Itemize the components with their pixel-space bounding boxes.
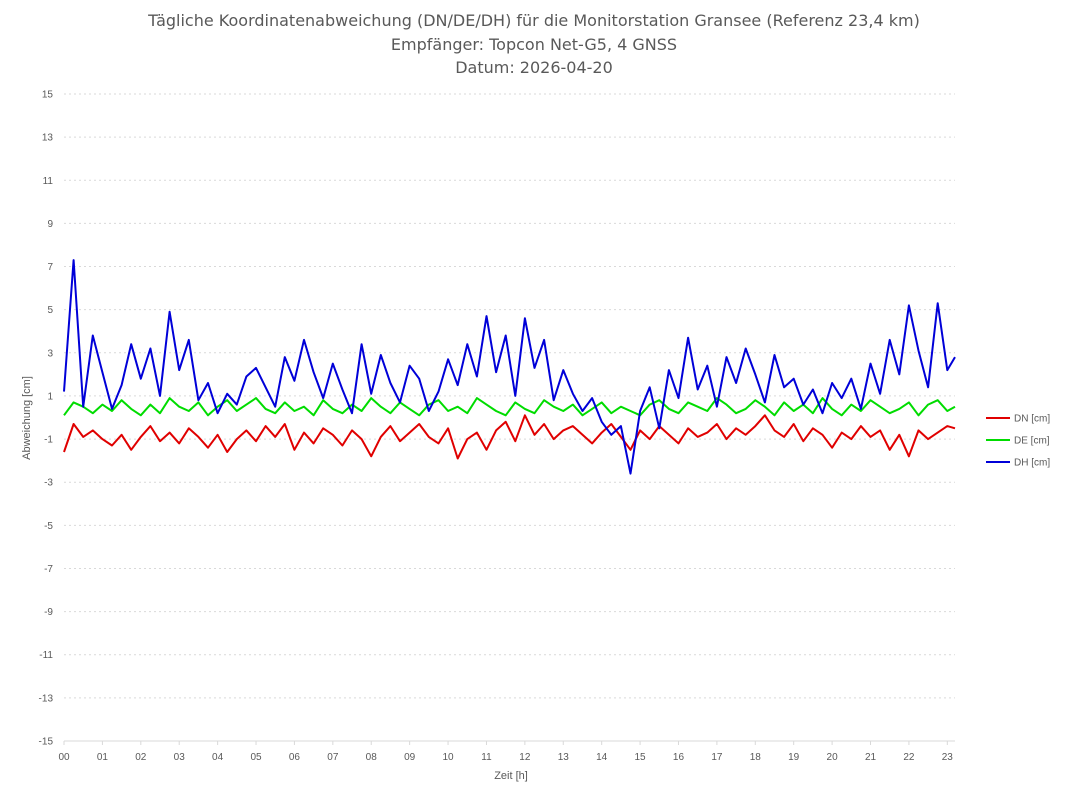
y-tick-label: 13 bbox=[42, 133, 54, 144]
y-tick-label: 5 bbox=[47, 305, 53, 316]
x-tick-label: 11 bbox=[481, 752, 492, 763]
x-tick-label: 02 bbox=[135, 752, 147, 763]
x-tick-label: 22 bbox=[903, 752, 915, 763]
y-tick-label: -9 bbox=[44, 607, 53, 618]
series-line bbox=[63, 414, 956, 460]
y-tick-label: -15 bbox=[39, 737, 54, 748]
x-tick-label: 04 bbox=[212, 752, 224, 763]
x-tick-label: 13 bbox=[558, 752, 570, 763]
chart-date: Datum: 2026-04-20 bbox=[455, 58, 613, 77]
legend: DN [cm] DE [cm] DH [cm] bbox=[986, 414, 1050, 469]
y-tick-label: -1 bbox=[44, 435, 53, 446]
x-axis-title: Zeit [h] bbox=[494, 770, 528, 782]
y-tick-label: -5 bbox=[44, 521, 53, 532]
x-tick-label: 01 bbox=[97, 752, 109, 763]
x-tick-label: 05 bbox=[250, 752, 262, 763]
y-axis: 15 13 11 9 7 5 3 1 -1 -3 -5 -7 -9 -11 -13 -15 bbox=[39, 90, 54, 748]
x-tick-label: 14 bbox=[596, 752, 608, 763]
y-tick-label: -3 bbox=[44, 478, 53, 489]
x-tick-label: 00 bbox=[58, 752, 70, 763]
series-lines bbox=[63, 259, 956, 475]
legend-label: DN [cm] bbox=[1014, 414, 1050, 425]
y-tick-label: 1 bbox=[47, 391, 53, 402]
x-tick-label: 17 bbox=[711, 752, 723, 763]
series-line bbox=[63, 259, 956, 475]
x-tick-label: 16 bbox=[673, 752, 685, 763]
x-tick-label: 23 bbox=[942, 752, 954, 763]
y-tick-label: -11 bbox=[39, 650, 53, 661]
x-tick-label: 03 bbox=[174, 752, 186, 763]
y-tick-label: 15 bbox=[42, 90, 54, 101]
y-tick-label: 3 bbox=[47, 348, 53, 359]
grid-lines bbox=[64, 93, 955, 742]
y-tick-label: -13 bbox=[39, 693, 54, 704]
x-tick-label: 19 bbox=[788, 752, 800, 763]
x-tick-label: 18 bbox=[750, 752, 762, 763]
x-tick-label: 07 bbox=[327, 752, 339, 763]
y-tick-label: 7 bbox=[47, 262, 53, 273]
chart-subtitle: Empfänger: Topcon Net-G5, 4 GNSS bbox=[390, 35, 678, 54]
legend-label: DE [cm] bbox=[1014, 436, 1050, 447]
y-tick-label: 11 bbox=[43, 176, 54, 187]
y-tick-label: 9 bbox=[47, 219, 53, 230]
x-tick-label: 08 bbox=[366, 752, 378, 763]
x-tick-label: 20 bbox=[827, 752, 839, 763]
x-axis: 00 01 02 03 04 05 06 07 08 09 10 11 12 13 14 15 16 17 18 19… bbox=[58, 740, 955, 763]
y-axis-title: Abweichung [cm] bbox=[21, 376, 33, 460]
x-tick-label: 06 bbox=[289, 752, 301, 763]
series-line bbox=[63, 397, 956, 417]
x-tick-label: 09 bbox=[404, 752, 416, 763]
legend-label: DH [cm] bbox=[1014, 458, 1050, 469]
x-tick-label: 10 bbox=[442, 752, 454, 763]
x-tick-label: 12 bbox=[519, 752, 531, 763]
x-tick-label: 15 bbox=[635, 752, 647, 763]
x-tick-label: 21 bbox=[865, 752, 877, 763]
chart-title: Tägliche Koordinatenabweichung (DN/DE/DH… bbox=[148, 11, 920, 30]
y-tick-label: -7 bbox=[44, 564, 53, 575]
